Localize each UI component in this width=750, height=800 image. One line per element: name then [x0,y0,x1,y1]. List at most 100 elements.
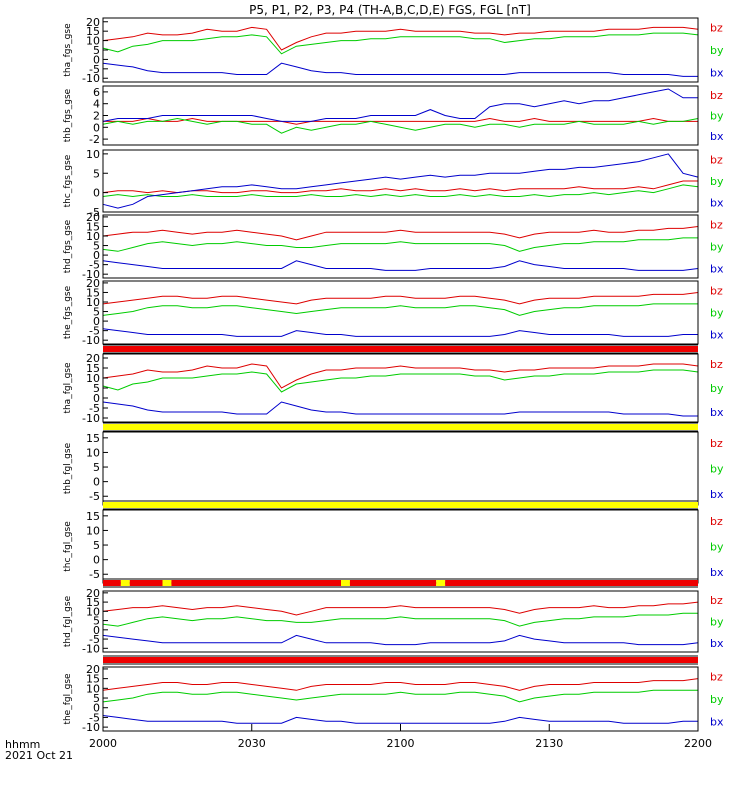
legend-bx: bx [710,263,724,276]
y-tick-label: -10 [82,721,100,734]
y-tick-label: -5 [89,711,100,724]
series-line-bz [102,363,699,389]
y-tick-label: 15 [86,286,100,299]
y-tick-label: 10 [86,682,100,695]
y-tick-label: 5 [93,539,100,552]
flag-segment [436,580,446,586]
flag-segment [103,580,121,586]
legend-bz: bz [710,358,723,371]
y-tick-label: -10 [82,412,100,425]
y-tick-label: 6 [93,86,100,99]
flag-segment [445,580,698,586]
y-tick-label: 0 [93,53,100,66]
series-line-bx [102,328,698,337]
y-tick-label: -5 [89,63,100,76]
flag-bar [103,422,698,432]
y-tick-label: 4 [93,98,100,111]
flag-segment [103,657,698,663]
panel-ylabel: thd_fgs_gse [63,219,73,273]
panel-thc_fgs_gse: 10 5 0 -5 thc_fgs_gse bz by bx [63,148,724,219]
y-tick-label: 15 [86,673,100,686]
legend-by: by [710,463,724,476]
series-line-bx [102,62,698,77]
series-line-bz [103,117,698,125]
y-tick-label: 0 [93,121,100,134]
legend-by: by [710,541,724,554]
y-tick-label: 20 [86,277,100,290]
y-tick-label: -5 [89,325,100,338]
legend-bx: bx [710,715,724,728]
plot-title: P5, P1, P2, P3, P4 (TH-A,B,C,D,E) FGS, F… [249,3,531,17]
flag-segment [162,580,172,586]
y-tick-label: 20 [86,663,100,676]
y-tick-label: 5 [93,44,100,57]
y-tick-label: 0 [93,187,100,200]
legend-by: by [710,382,724,395]
panel-ylabel: thc_fgs_gse [63,154,73,207]
y-tick-label: 5 [93,461,100,474]
legend-bx: bx [710,66,724,79]
legend-bz: bz [710,89,723,102]
y-tick-label: -5 [89,568,100,581]
y-tick-label: -10 [82,334,100,347]
panel-frame [102,509,699,584]
y-tick-label: 15 [86,25,100,38]
series-line-by [102,689,698,703]
legend-bz: bz [710,437,723,450]
flag-segment [120,580,130,586]
y-tick-label: 5 [93,306,100,319]
flag-segment [349,580,437,586]
y-tick-label: -5 [89,633,100,646]
legend-bz: bz [710,515,723,528]
y-tick-label: 15 [86,510,100,523]
y-tick-label: 20 [86,587,100,600]
y-tick-label: 10 [86,230,100,243]
legend-bz: bz [710,22,723,35]
y-tick-label: 0 [93,315,100,328]
panel-frame [102,431,699,506]
y-tick-label: 5 [93,692,100,705]
series-line-by [102,369,699,393]
legend-bz: bz [710,284,723,297]
time-axis-label: hhmm [5,738,40,751]
legend-bx: bx [710,406,724,419]
flag-segment [341,580,350,586]
y-tick-label: 15 [86,220,100,233]
panel-ylabel: thd_fgl_gse [63,595,73,647]
legend-by: by [710,110,724,123]
panel-ylabel: thb_fgl_gse [63,442,73,494]
flag-segment [103,424,698,430]
y-tick-label: 20 [86,211,100,224]
y-tick-label: 20 [86,352,100,365]
series-line-by [102,184,699,198]
y-tick-label: -10 [82,268,100,281]
y-tick-label: -10 [82,642,100,655]
legend-bx: bx [710,329,724,342]
y-tick-label: 15 [86,362,100,375]
series-line-bx [102,260,699,271]
flag-segment [129,580,163,586]
legend-by: by [710,616,724,629]
y-tick-label: 10 [86,296,100,309]
series-line-bz [102,226,699,241]
x-tick-label: 2100 [387,737,415,750]
y-tick-label: 10 [86,372,100,385]
panel-frame [102,590,699,653]
y-tick-label: 10 [86,605,100,618]
y-tick-label: -5 [89,206,100,219]
series-line-by [102,237,698,252]
legend-by: by [710,44,724,57]
y-tick-label: 0 [93,624,100,637]
y-tick-label: -5 [89,490,100,503]
panel-ylabel: thb_fgs_gse [63,88,73,142]
x-tick-label: 2200 [684,737,712,750]
y-tick-label: 10 [86,446,100,459]
y-tick-label: 10 [86,35,100,48]
